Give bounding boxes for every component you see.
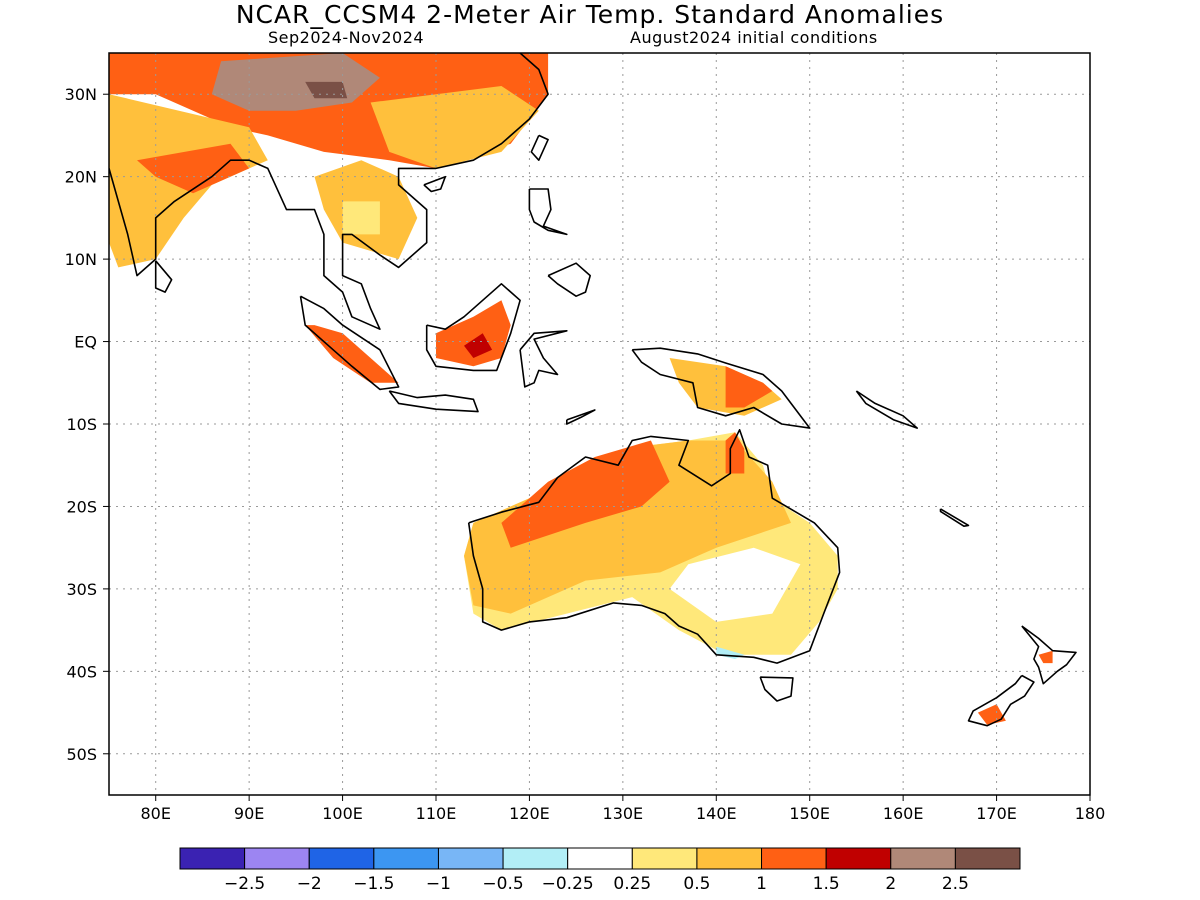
lat-tick-label: 10N	[65, 250, 97, 269]
coastline-timor	[565, 409, 596, 425]
colorbar-swatch	[437, 847, 504, 870]
colorbar-swatch	[890, 847, 956, 870]
coastlines	[109, 53, 1077, 727]
anomaly-region-sumatra	[305, 325, 399, 383]
colorbar-swatch	[308, 847, 375, 870]
colorbar-swatch	[179, 847, 246, 870]
lon-tick-label: 140E	[696, 804, 737, 823]
coastline-new-caledonia	[939, 508, 970, 528]
anomaly-region-aus-warm	[501, 440, 670, 548]
coastline-hainan	[423, 175, 447, 193]
lat-tick-label: 20N	[65, 168, 97, 187]
lat-tick-label: EQ	[74, 333, 97, 352]
anomaly-region-nz-warm	[977, 704, 1006, 725]
coastline-new-guinea	[631, 347, 811, 429]
coastline-taiwan	[530, 134, 549, 161]
coastline-nz-north-island	[1021, 625, 1077, 685]
lon-tick-label: 170E	[976, 804, 1017, 823]
anomaly-region-png-warm	[725, 366, 773, 408]
anomaly-region-eastchina	[370, 86, 539, 169]
coastline-australia	[467, 428, 841, 664]
coastline-borneo-coast	[425, 282, 521, 372]
anomaly-shading	[109, 53, 1053, 725]
anomaly-region-aus-se-white	[669, 547, 801, 622]
lon-tick-label: 150E	[789, 804, 830, 823]
latitude-ticks: 30N 20N 10N EQ 10S 20S 30S 40S 50S	[65, 85, 109, 764]
lon-tick-label: 160E	[883, 804, 924, 823]
map-title: NCAR_CCSM4 2-Meter Air Temp. Standard An…	[235, 0, 945, 29]
lat-tick-label: 30S	[66, 580, 97, 599]
anomaly-region-borneo-core	[464, 333, 493, 358]
coastline-philippines-luzon	[528, 188, 568, 236]
colorbar-label: 0.25	[613, 874, 651, 894]
lon-tick-label: 120E	[509, 804, 550, 823]
initial-conditions: August2024 initial conditions	[630, 28, 878, 47]
lon-tick-label: 180	[1075, 804, 1106, 823]
coastline-sri-lanka	[154, 260, 173, 293]
colorbar-swatch	[825, 847, 892, 870]
forecast-period: Sep2024-Nov2024	[268, 28, 425, 47]
coastline-mindanao	[547, 262, 592, 298]
coastline-solomons	[855, 390, 919, 429]
colorbar-swatch	[954, 847, 1021, 870]
colorbar-label: −0.5	[482, 874, 523, 894]
colorbar: −2.5 −2 −1.5 −1 −0.5 −0.25 0.25 0.5 1 1.5 2 2.5	[179, 847, 1021, 894]
longitude-ticks: 80E 90E 100E 110E 120E 130E 140E 150E 160E 170E 18…	[140, 795, 1105, 823]
lat-tick-label: 20S	[66, 497, 97, 516]
lon-tick-label: 90E	[234, 804, 264, 823]
colorbar-swatch	[696, 847, 763, 870]
colorbar-label: −0.25	[542, 874, 594, 894]
coastline-java	[388, 390, 479, 413]
colorbar-label: 1	[756, 874, 767, 894]
coastline-tasmania	[759, 676, 794, 702]
lon-tick-label: 100E	[322, 804, 363, 823]
lat-tick-label: 50S	[66, 745, 97, 764]
lat-tick-label: 30N	[65, 85, 97, 104]
lon-tick-label: 130E	[603, 804, 644, 823]
colorbar-label: 2.5	[942, 874, 969, 894]
colorbar-swatch	[761, 847, 827, 870]
colorbar-label: −1.5	[353, 874, 394, 894]
colorbar-label: −2	[297, 874, 322, 894]
colorbar-swatch	[567, 847, 633, 870]
coastline-nz-south-island	[967, 674, 1035, 727]
anomaly-region-india-warm	[137, 143, 250, 194]
coastline-sumatra-coast	[299, 295, 400, 391]
lon-tick-label: 80E	[140, 804, 170, 823]
anomaly-region-nz-north	[1038, 650, 1053, 664]
colorbar-label: 2	[885, 874, 896, 894]
coastline-asia-coast	[109, 53, 549, 331]
colorbar-swatch	[244, 847, 310, 870]
lon-tick-label: 110E	[416, 804, 457, 823]
lat-tick-label: 40S	[66, 662, 97, 681]
colorbar-label: −2.5	[224, 874, 265, 894]
anomaly-region-indochina-light	[342, 201, 380, 235]
colorbar-label: −1	[426, 874, 451, 894]
colorbar-swatch	[373, 847, 439, 870]
lat-tick-label: 10S	[66, 415, 97, 434]
colorbar-swatch	[502, 847, 569, 870]
anomaly-region-tibet-core	[305, 81, 348, 99]
colorbar-label: 1.5	[813, 874, 840, 894]
colorbar-label: 0.5	[683, 874, 710, 894]
colorbar-swatch	[631, 847, 698, 870]
coastline-sulawesi	[519, 329, 568, 388]
